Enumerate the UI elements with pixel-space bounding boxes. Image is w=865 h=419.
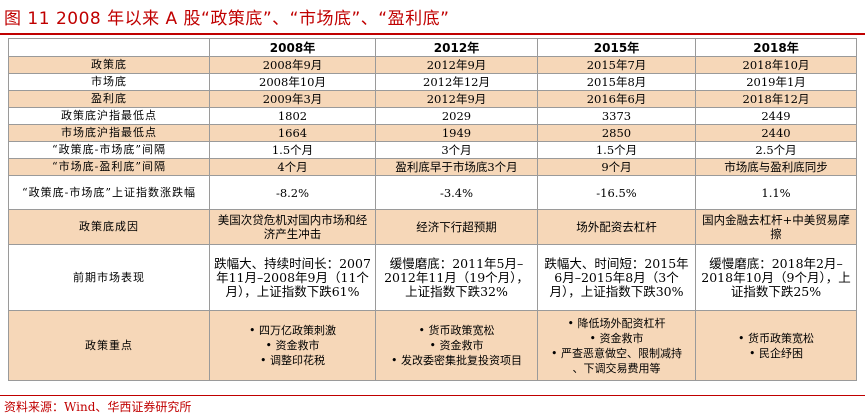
table-cell: 2018年12月 [695, 90, 857, 108]
figure-title: 图 11 2008 年以来 A 股“政策底”、“市场底”、“盈利底” [4, 9, 450, 29]
table-cell: 国内金融去杠杆+中美贸易摩擦 [695, 209, 857, 245]
table-row: 盈利底 2009年3月 2012年9月 2016年6月 2018年12月 [8, 90, 857, 108]
row-label: 市场底沪指最低点 [8, 124, 210, 142]
table-row: “政策底-市场底”间隔 1.5个月 3个月 1.5个月 2.5个月 [8, 141, 857, 159]
cause-row: 政策底成因 美国次贷危机对国内市场和经济产生冲击 经济下行超预期 场外配资去杠杆… [8, 209, 857, 245]
table-cell: 2008年10月 [209, 73, 376, 91]
change-row: “政策底-市场底”上证指数涨跌幅 -8.2% -3.4% -16.5% 1.1% [8, 175, 857, 210]
table-cell: 1.5个月 [537, 141, 696, 159]
table-row: 市场底 2008年10月 2012年12月 2015年8月 2019年1月 [8, 73, 857, 91]
table-cell: 2440 [695, 124, 857, 142]
policy-item: • 降低场外配资杠杆 [567, 316, 666, 330]
table-row: 政策底沪指最低点 1802 2029 3373 2449 [8, 107, 857, 125]
table-cell: 4个月 [209, 158, 376, 176]
table-cell: 1949 [375, 124, 538, 142]
column-header: 2012年 [375, 38, 538, 57]
table-cell: 1802 [209, 107, 376, 125]
row-label: 政策重点 [8, 310, 210, 381]
table-cell: 2015年8月 [537, 73, 696, 91]
corner-cell [8, 38, 210, 57]
table-cell: 9个月 [537, 158, 696, 176]
policy-list: • 四万亿政策刺激 • 资金救市 • 调整印花税 [213, 323, 372, 368]
table-cell: 缓慢磨底：2011年5月–2012年11月（19个月），上证指数下跌32% [375, 244, 538, 311]
table-cell: 2449 [695, 107, 857, 125]
row-label: 市场底 [8, 73, 210, 91]
table-row: “市场底-盈利底”间隔 4个月 盈利底早于市场底3个月 9个月 市场底与盈利底同步 [8, 158, 857, 176]
table-cell: 2012年12月 [375, 73, 538, 91]
row-label: 政策底成因 [8, 209, 210, 245]
policy-list: • 货币政策宽松 • 资金救市 • 发改委密集批复投资项目 [379, 323, 534, 368]
policy-list: • 货币政策宽松 • 民企纾困 [699, 331, 853, 361]
policy-cell: • 货币政策宽松 • 资金救市 • 发改委密集批复投资项目 [375, 310, 538, 381]
table-cell: -3.4% [375, 175, 538, 210]
table-cell: 2009年3月 [209, 90, 376, 108]
table-cell: 3373 [537, 107, 696, 125]
table-cell: 2016年6月 [537, 90, 696, 108]
table-cell: 2012年9月 [375, 90, 538, 108]
table-cell: 场外配资去杠杆 [537, 209, 696, 245]
policy-item: • 严查恶意做空、限制减持 [551, 346, 682, 360]
policy-item: • 资金救市 [429, 339, 484, 352]
table-cell: 2012年9月 [375, 56, 538, 74]
row-label: “政策底-市场底”上证指数涨跌幅 [8, 175, 210, 210]
policy-item: • 资金救市 [589, 331, 644, 345]
table-cell: -16.5% [537, 175, 696, 210]
policy-item: • 四万亿政策刺激 [249, 324, 336, 337]
title-divider [0, 33, 865, 35]
table-cell: 2019年1月 [695, 73, 857, 91]
table-cell: 盈利底早于市场底3个月 [375, 158, 538, 176]
table-cell: 经济下行超预期 [375, 209, 538, 245]
row-label: 政策底 [8, 56, 210, 74]
policy-item: • 资金救市 [265, 339, 320, 352]
column-header: 2015年 [537, 38, 696, 57]
table-cell: 跌幅大、持续时间长：2007年11月–2008年9月（11个月），上证指数下跌6… [209, 244, 376, 311]
row-label: “政策底-市场底”间隔 [8, 141, 210, 159]
table-cell: 美国次贷危机对国内市场和经济产生冲击 [209, 209, 376, 245]
table-cell: 缓慢磨底：2018年2月–2018年10月（9个月），上证指数下跌25% [695, 244, 857, 311]
policy-item: • 货币政策宽松 [418, 324, 495, 337]
table-cell: 市场底与盈利底同步 [695, 158, 857, 176]
table-cell: 2015年7月 [537, 56, 696, 74]
policy-item: • 货币政策宽松 [738, 331, 814, 345]
table-cell: 跌幅大、时间短：2015年6月–2015年8月（3个月），上证指数下跌30% [537, 244, 696, 311]
table-cell: 1.5个月 [209, 141, 376, 159]
policy-item: • 民企纾困 [749, 346, 803, 360]
table-cell: 3个月 [375, 141, 538, 159]
market-row: 前期市场表现 跌幅大、持续时间长：2007年11月–2008年9月（11个月），… [8, 244, 857, 311]
table-cell: 1664 [209, 124, 376, 142]
table-cell: -8.2% [209, 175, 376, 210]
table-row: 市场底沪指最低点 1664 1949 2850 2440 [8, 124, 857, 142]
column-header: 2018年 [695, 38, 857, 57]
table-cell: 2029 [375, 107, 538, 125]
table-cell: 2850 [537, 124, 696, 142]
column-header: 2008年 [209, 38, 376, 57]
table-cell: 2.5个月 [695, 141, 857, 159]
footer-divider [0, 395, 865, 396]
policy-market-earnings-bottom-table: 2008年 2012年 2015年 2018年 政策底 2008年9月 2012年9… [8, 38, 857, 381]
row-label: 前期市场表现 [8, 244, 210, 311]
row-label: 盈利底 [8, 90, 210, 108]
policy-item: 、下调交易费用等 [572, 361, 661, 375]
policy-cell: • 货币政策宽松 • 民企纾困 [695, 310, 857, 381]
table-cell: 2008年9月 [209, 56, 376, 74]
row-label: “市场底-盈利底”间隔 [8, 158, 210, 176]
row-label: 政策底沪指最低点 [8, 107, 210, 125]
table-cell: 1.1% [695, 175, 857, 210]
table-row: 政策底 2008年9月 2012年9月 2015年7月 2018年10月 [8, 56, 857, 74]
policy-cell: • 降低场外配资杠杆 • 资金救市 • 严查恶意做空、限制减持 、下调交易费用等 [537, 310, 696, 381]
policy-cell: • 四万亿政策刺激 • 资金救市 • 调整印花税 [209, 310, 376, 381]
header-row: 2008年 2012年 2015年 2018年 [8, 38, 857, 57]
source-note: 资料来源：Wind、华西证券研究所 [4, 400, 192, 414]
policy-row: 政策重点 • 四万亿政策刺激 • 资金救市 • 调整印花税 • 货币政策宽松 • 资金… [8, 310, 857, 381]
policy-list: • 降低场外配资杠杆 • 资金救市 • 严查恶意做空、限制减持 、下调交易费用等 [541, 316, 692, 376]
table-cell: 2018年10月 [695, 56, 857, 74]
policy-item: • 调整印花税 [260, 354, 325, 367]
policy-item: • 发改委密集批复投资项目 [391, 354, 522, 367]
